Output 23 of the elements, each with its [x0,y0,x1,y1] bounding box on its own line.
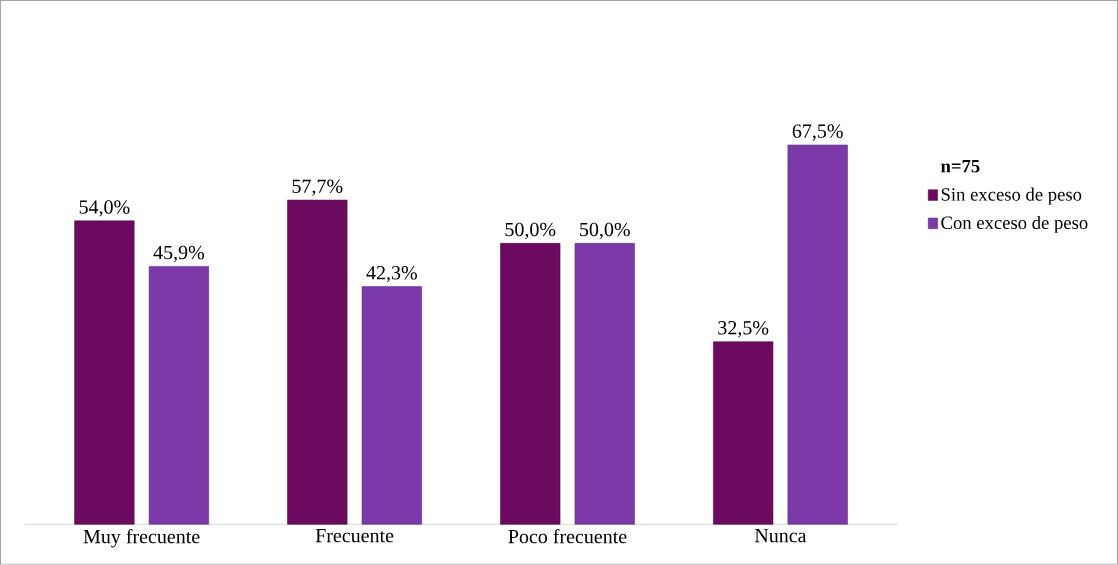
bar [787,144,848,525]
data-label: 50,0% [505,222,556,240]
bar [148,266,209,525]
data-label: 42,3% [366,266,417,283]
bar [361,286,422,525]
x-tick-label: Nunca [754,529,807,543]
data-label: 32,5% [718,321,769,338]
x-tick-label: Frecuente [315,529,394,543]
bar [713,341,774,525]
bar [574,243,635,525]
data-label: 67,5% [792,124,843,141]
bar [500,243,561,525]
data-label: 45,9% [153,245,205,263]
legend-title: n=75 [941,160,980,173]
legend-label: Con exceso de peso [941,215,1088,233]
legend-label: Sin exceso de peso [941,187,1082,205]
bar [74,220,135,525]
bar [287,199,348,525]
data-label: 50,0% [580,222,630,240]
x-tick-label: Muy frecuente [83,529,200,548]
x-tick-label: Poco frecuente [508,529,627,544]
data-label: 57,7% [292,179,343,196]
data-label: 54,0% [79,200,130,217]
